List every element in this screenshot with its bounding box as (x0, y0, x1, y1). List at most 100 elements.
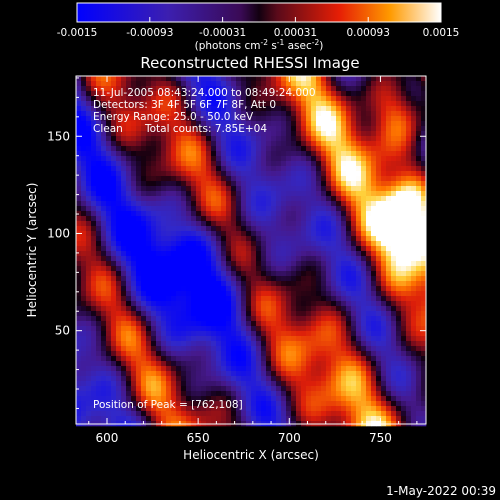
heatmap-cell (261, 236, 267, 242)
heatmap-cell (291, 151, 297, 157)
heatmap-cell (391, 351, 397, 357)
heatmap-cell (331, 181, 337, 187)
heatmap-cell (241, 101, 247, 107)
heatmap-cell (201, 276, 207, 282)
heatmap-cell (191, 91, 197, 97)
heatmap-cell (306, 361, 312, 367)
heatmap-cell (316, 291, 322, 297)
heatmap-cell (306, 166, 312, 172)
heatmap-cell (256, 361, 262, 367)
heatmap-cell (216, 276, 222, 282)
heatmap-cell (346, 341, 352, 347)
heatmap-cell (216, 156, 222, 162)
heatmap-cell (401, 331, 407, 337)
heatmap-cell (206, 261, 212, 267)
heatmap-cell (396, 301, 402, 307)
heatmap-cell (86, 351, 92, 357)
heatmap-cell (411, 296, 417, 302)
heatmap-cell (76, 306, 82, 312)
heatmap-cell (166, 186, 172, 192)
heatmap-cell (386, 401, 392, 407)
heatmap-cell (251, 151, 257, 157)
heatmap-cell (366, 231, 372, 237)
heatmap-cell (216, 406, 222, 412)
heatmap-cell (81, 241, 87, 247)
heatmap-cell (201, 371, 207, 377)
heatmap-cell (291, 241, 297, 247)
colorbar-tick-label: -0.00031 (199, 27, 246, 39)
heatmap-cell (151, 196, 157, 202)
heatmap-cell (276, 241, 282, 247)
heatmap-cell (376, 316, 382, 322)
heatmap-cell (221, 326, 227, 332)
heatmap-cell (166, 86, 172, 92)
heatmap-cell (266, 251, 272, 257)
heatmap-cell (126, 276, 132, 282)
heatmap-cell (101, 331, 107, 337)
heatmap-cell (281, 141, 287, 147)
heatmap-cell (286, 111, 292, 117)
heatmap-cell (176, 311, 182, 317)
heatmap-cell (181, 261, 187, 267)
heatmap-cell (386, 301, 392, 307)
heatmap-cell (136, 116, 142, 122)
heatmap-cell (386, 126, 392, 132)
heatmap-cell (216, 221, 222, 227)
heatmap-cell (211, 106, 217, 112)
heatmap-cell (141, 291, 147, 297)
heatmap-cell (241, 266, 247, 272)
heatmap-cell (151, 236, 157, 242)
heatmap-cell (371, 186, 377, 192)
heatmap-cell (146, 381, 152, 387)
heatmap-cell (311, 121, 317, 127)
heatmap-cell (181, 321, 187, 327)
heatmap-cell (146, 121, 152, 127)
heatmap-cell (261, 246, 267, 252)
heatmap-cell (406, 166, 412, 172)
heatmap-cell (251, 226, 257, 232)
heatmap-cell (246, 176, 252, 182)
heatmap-cell (81, 216, 87, 222)
heatmap-cell (126, 121, 132, 127)
heatmap-cell (416, 146, 422, 152)
heatmap-cell (201, 341, 207, 347)
heatmap-cell (91, 136, 97, 142)
heatmap-cell (131, 226, 137, 232)
heatmap-cell (416, 371, 422, 377)
heatmap-cell (366, 401, 372, 407)
heatmap-cell (151, 281, 157, 287)
heatmap-cell (281, 131, 287, 137)
heatmap-cell (221, 286, 227, 292)
heatmap-cell (321, 386, 327, 392)
heatmap-cell (196, 351, 202, 357)
heatmap-cell (261, 411, 267, 417)
heatmap-cell (81, 161, 87, 167)
heatmap-cell (326, 76, 332, 82)
heatmap-cell (81, 371, 87, 377)
heatmap-cell (241, 386, 247, 392)
heatmap-cell (361, 271, 367, 277)
heatmap-cell (131, 311, 137, 317)
heatmap-cell (386, 201, 392, 207)
heatmap-cell (221, 191, 227, 197)
heatmap-cell (156, 116, 162, 122)
heatmap-cell (381, 346, 387, 352)
heatmap-cell (136, 371, 142, 377)
heatmap-cell (281, 146, 287, 152)
heatmap-cell (411, 271, 417, 277)
heatmap-cell (301, 286, 307, 292)
heatmap-cell (311, 271, 317, 277)
heatmap-cell (326, 331, 332, 337)
heatmap-cell (376, 181, 382, 187)
heatmap-cell (366, 156, 372, 162)
heatmap-cell (376, 261, 382, 267)
heatmap-cell (126, 81, 132, 87)
heatmap-cell (261, 81, 267, 87)
heatmap-cell (341, 86, 347, 92)
heatmap-cell (81, 286, 87, 292)
heatmap-cell (296, 406, 302, 412)
heatmap-cell (166, 346, 172, 352)
heatmap-cell (181, 361, 187, 367)
heatmap-cell (296, 366, 302, 372)
heatmap-cell (91, 96, 97, 102)
